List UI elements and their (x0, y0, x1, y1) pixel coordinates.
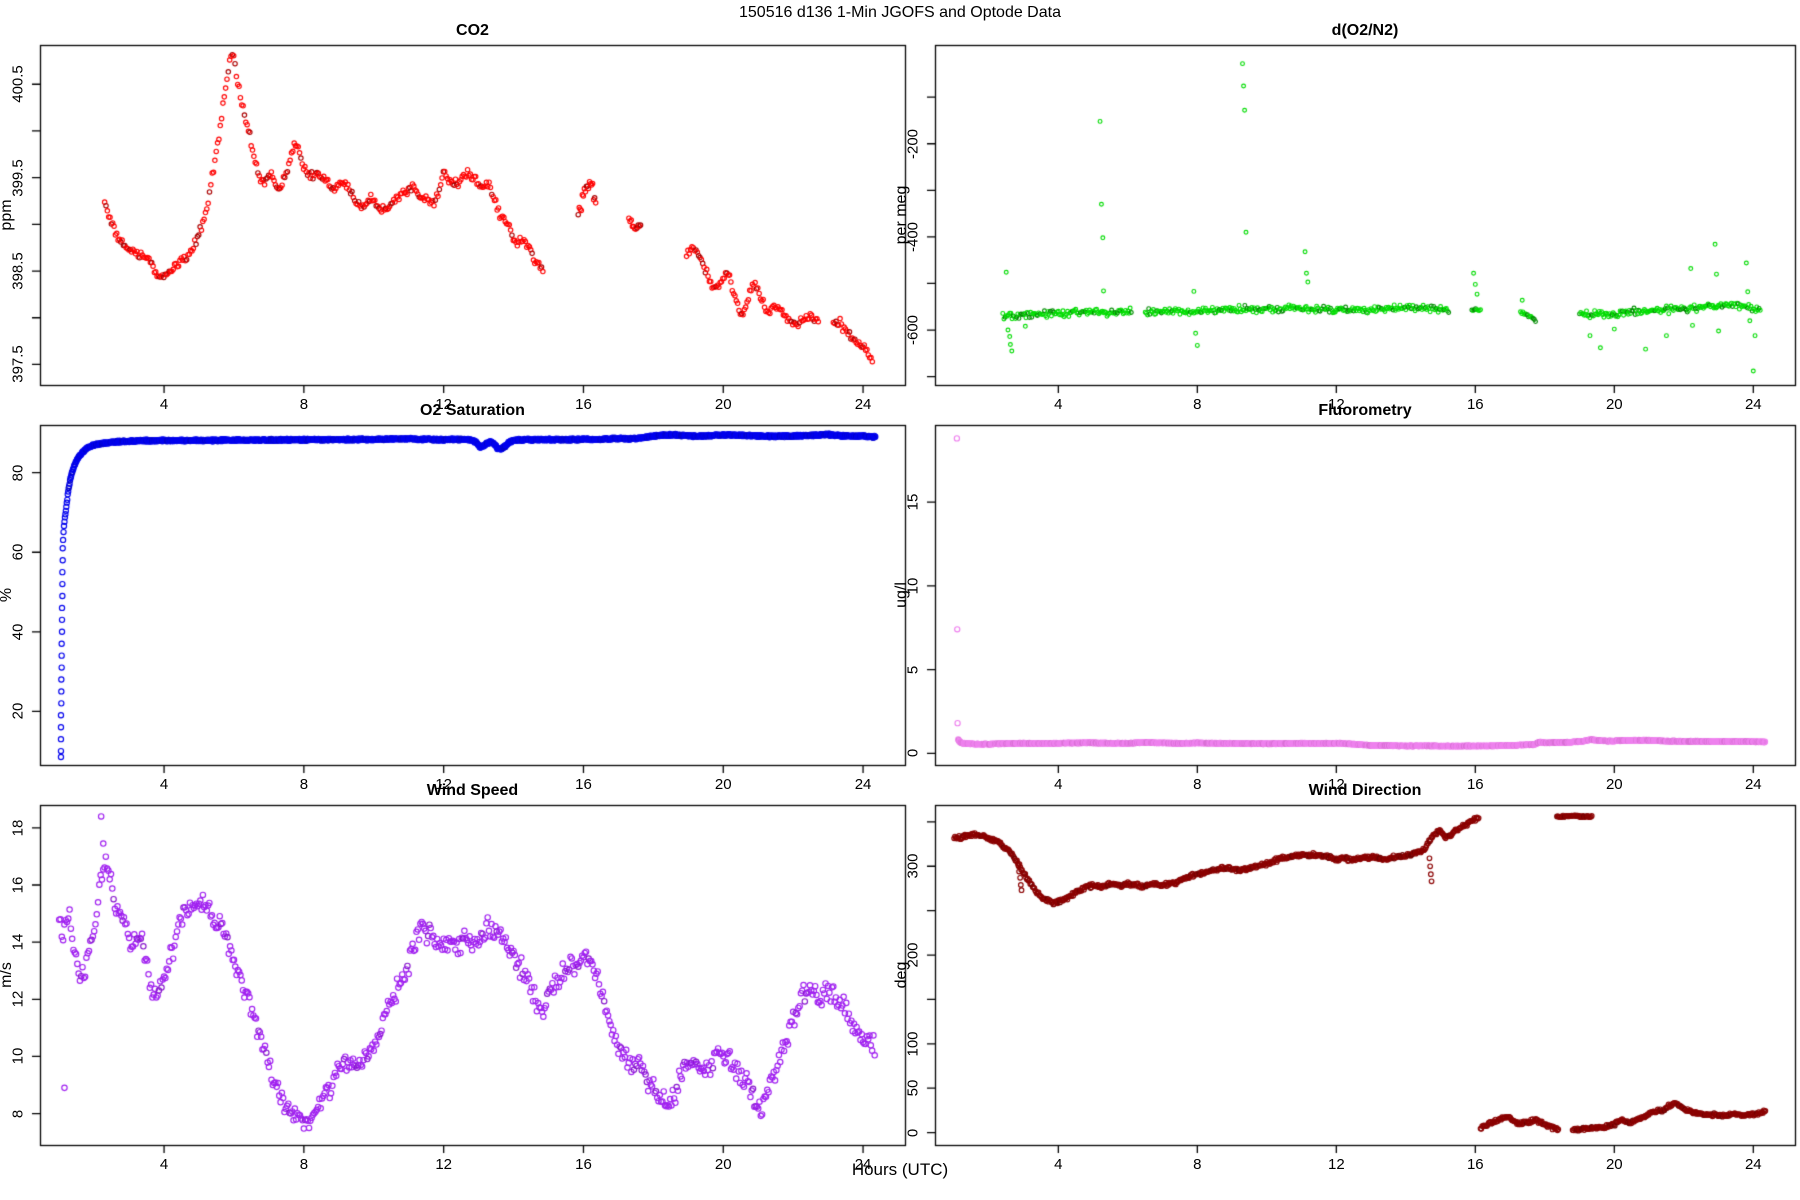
x-tick-label: 4 (159, 396, 169, 413)
x-tick-label: 20 (714, 396, 732, 413)
chart-title: Wind Speed (426, 782, 519, 799)
x-tick-label: 12 (435, 776, 452, 793)
x-tick-label: 16 (575, 396, 592, 413)
x-tick-label: 16 (1466, 1156, 1484, 1173)
x-tick-label: 12 (1327, 776, 1345, 793)
y-tick-label: 400.5 (9, 65, 27, 103)
x-tick-label: 24 (854, 776, 872, 793)
y-tick-label: 80 (9, 464, 27, 482)
y-tick-label: -600 (904, 315, 922, 346)
y-axis-label: ppm (0, 199, 15, 231)
x-tick-label: 24 (1744, 396, 1762, 413)
x-tick-label: 16 (575, 776, 592, 793)
x-tick-label: 8 (299, 1156, 309, 1173)
y-tick-label: -200 (904, 128, 922, 159)
x-tick-label: 20 (714, 1156, 732, 1173)
y-tick-label: 60 (9, 543, 27, 561)
y-tick-label: 0 (904, 1128, 922, 1137)
y-tick-label: 397.5 (9, 345, 27, 384)
x-axis-label: Hours (UTC) (851, 1160, 949, 1179)
chart-title: CO2 (456, 22, 489, 39)
x-tick-label: 20 (1605, 776, 1623, 793)
page-title: 150516 d136 1-Min JGOFS and Optode Data (739, 4, 1061, 21)
chart-title: Wind Direction (1308, 782, 1422, 799)
y-axis-label: % (0, 588, 16, 602)
x-tick-label: 20 (714, 776, 732, 793)
y-axis-label: m/s (0, 962, 15, 988)
x-tick-label: 4 (159, 1156, 169, 1173)
x-tick-label: 8 (1193, 776, 1202, 793)
x-tick-label: 16 (575, 1156, 592, 1173)
x-tick-label: 8 (1193, 396, 1202, 413)
x-tick-label: 16 (1466, 776, 1484, 793)
chart-title: O2 Saturation (420, 402, 525, 419)
chart-title: d(O2/N2) (1331, 22, 1399, 39)
y-tick-label: 100 (904, 1031, 922, 1057)
x-tick-label: 12 (1327, 396, 1345, 413)
x-tick-label: 4 (1054, 396, 1063, 413)
y-tick-label: 0 (904, 749, 922, 758)
x-tick-label: 8 (1193, 1156, 1202, 1173)
x-tick-label: 24 (854, 1156, 872, 1173)
x-tick-label: 12 (435, 1156, 452, 1173)
x-tick-label: 24 (1744, 776, 1762, 793)
y-tick-label: 18 (9, 819, 27, 837)
y-tick-label: 12 (9, 990, 27, 1008)
x-tick-label: 4 (1054, 1156, 1063, 1173)
x-tick-label: 24 (1744, 1156, 1762, 1173)
x-tick-label: 4 (159, 776, 169, 793)
y-axis-label: deg (893, 961, 910, 989)
y-tick-label: 8 (9, 1109, 27, 1118)
y-tick-label: 15 (904, 493, 922, 511)
y-axis-label: per meg (893, 185, 910, 245)
y-tick-label: 14 (9, 933, 27, 951)
y-tick-label: 40 (9, 623, 27, 641)
x-tick-label: 4 (1054, 776, 1063, 793)
x-tick-label: 12 (1327, 1156, 1345, 1173)
x-tick-label: 20 (1605, 1156, 1623, 1173)
y-tick-label: 399.5 (9, 158, 27, 197)
x-tick-label: 8 (299, 776, 309, 793)
x-tick-label: 16 (1466, 396, 1484, 413)
y-tick-label: 398.5 (9, 252, 27, 290)
y-tick-label: 20 (9, 702, 27, 720)
y-tick-label: 300 (904, 853, 922, 879)
y-tick-label: 10 (9, 1048, 27, 1065)
x-tick-label: 20 (1605, 396, 1623, 413)
y-tick-label: 16 (9, 876, 27, 894)
chart-title: Fluorometry (1318, 402, 1412, 419)
y-tick-label: 5 (904, 665, 922, 674)
y-axis-label: ug/l (893, 582, 910, 608)
x-tick-label: 8 (299, 396, 309, 413)
x-tick-label: 24 (854, 396, 872, 413)
y-tick-label: 50 (904, 1079, 922, 1097)
x-tick-label: 12 (435, 396, 452, 413)
